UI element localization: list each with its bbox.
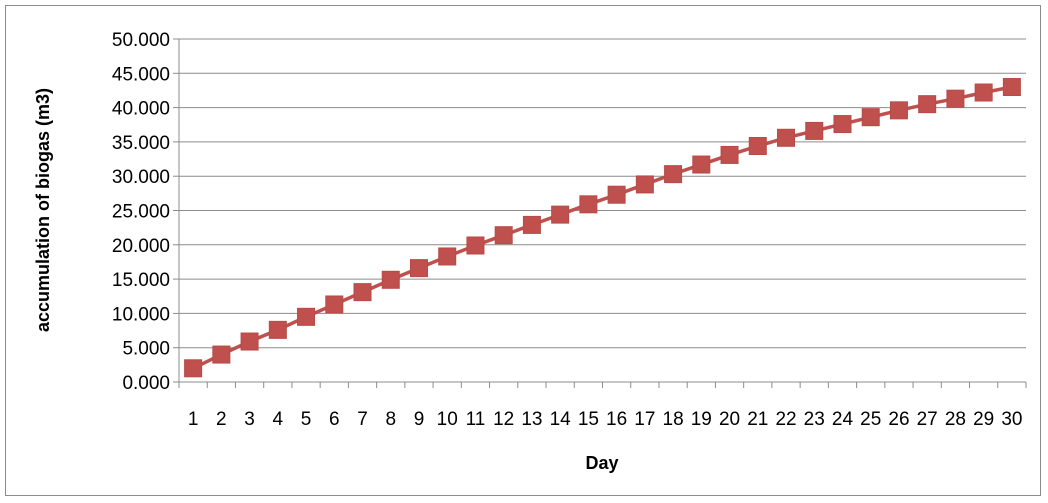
data-point (1002, 78, 1021, 97)
data-point (664, 165, 683, 184)
data-point (607, 185, 626, 204)
x-tick-label: 9 (414, 409, 425, 430)
data-point (974, 83, 993, 102)
data-point (692, 155, 711, 174)
data-point (381, 270, 400, 289)
y-tick-label: 35.000 (112, 133, 170, 154)
series-line (192, 85, 1013, 370)
x-tick-label: 3 (244, 409, 255, 430)
x-tick-label: 5 (301, 409, 312, 430)
y-tick-label: 25.000 (112, 202, 170, 223)
data-point (918, 95, 937, 114)
y-tick-label: 30.000 (112, 167, 170, 188)
x-tick-label: 29 (973, 409, 994, 430)
data-point (777, 128, 796, 147)
data-point (579, 195, 598, 214)
data-point (720, 145, 739, 164)
data-point (946, 89, 965, 108)
x-tick-label: 13 (521, 409, 542, 430)
data-point (240, 332, 259, 351)
x-tick-label: 21 (747, 409, 768, 430)
x-tick-label: 15 (578, 409, 599, 430)
x-tick-label: 24 (832, 409, 854, 430)
x-tick-label: 2 (216, 409, 227, 430)
x-tick-label: 17 (634, 409, 655, 430)
x-tick-label: 8 (385, 409, 396, 430)
y-tick-label: 50.000 (112, 30, 170, 51)
x-tick-label: 6 (329, 409, 340, 430)
data-point (494, 226, 513, 245)
data-point (184, 359, 203, 378)
y-tick-label: 45.000 (112, 64, 170, 85)
x-tick-label: 18 (663, 409, 684, 430)
data-point (409, 259, 428, 278)
y-tick-label: 20.000 (112, 236, 170, 257)
y-axis-title: accumulation of biogas (m3) (33, 88, 53, 332)
x-tick-label: 27 (917, 409, 938, 430)
x-tick-label: 25 (860, 409, 881, 430)
y-tick-label: 40.000 (112, 99, 170, 120)
data-point (635, 175, 654, 194)
data-point (833, 115, 852, 134)
data-point (748, 137, 767, 156)
x-tick-label: 14 (550, 409, 572, 430)
x-tick-label: 11 (466, 409, 486, 430)
data-point (466, 236, 485, 255)
x-tick-label: 20 (719, 409, 740, 430)
chart-frame (5, 5, 1041, 496)
data-point (861, 108, 880, 127)
y-tick-label: 0.000 (122, 373, 170, 394)
y-tick-label: 15.000 (112, 270, 170, 291)
x-tick-label: 10 (437, 409, 458, 430)
x-tick-label: 1 (188, 409, 199, 430)
y-tick-labels: 0.000 5.000 10.000 15.000 20.000 25.000 30.000… (112, 30, 170, 394)
x-tick-label: 26 (888, 409, 909, 430)
axes (173, 38, 1027, 388)
x-tick-label: 23 (804, 409, 825, 430)
data-point (522, 215, 541, 234)
series (184, 78, 1021, 378)
x-tick-label: 12 (493, 409, 514, 430)
y-tick-label: 5.000 (122, 339, 170, 360)
data-point (551, 205, 570, 224)
x-tick-label: 22 (775, 409, 796, 430)
data-point (889, 101, 908, 120)
data-point (297, 307, 316, 326)
gridlines (179, 38, 1026, 349)
data-point (438, 247, 457, 266)
data-point (212, 345, 231, 364)
x-axis-title: Day (585, 453, 618, 473)
x-tick-label: 7 (357, 409, 368, 430)
x-tick-labels: 1 2 3 4 5 6 7 8 9 10 11 12 13 14 15 16 17 18 19 20 21 22 23 24 2… (188, 409, 1023, 430)
data-point (353, 283, 372, 302)
data-point (268, 320, 287, 339)
data-point (805, 121, 824, 140)
x-tick-label: 19 (691, 409, 712, 430)
y-tick-label: 10.000 (112, 304, 170, 325)
x-tick-label: 4 (273, 409, 284, 430)
data-point (325, 295, 344, 314)
x-tick-label: 30 (1001, 409, 1022, 430)
x-tick-label: 16 (606, 409, 627, 430)
x-tick-label: 28 (945, 409, 966, 430)
